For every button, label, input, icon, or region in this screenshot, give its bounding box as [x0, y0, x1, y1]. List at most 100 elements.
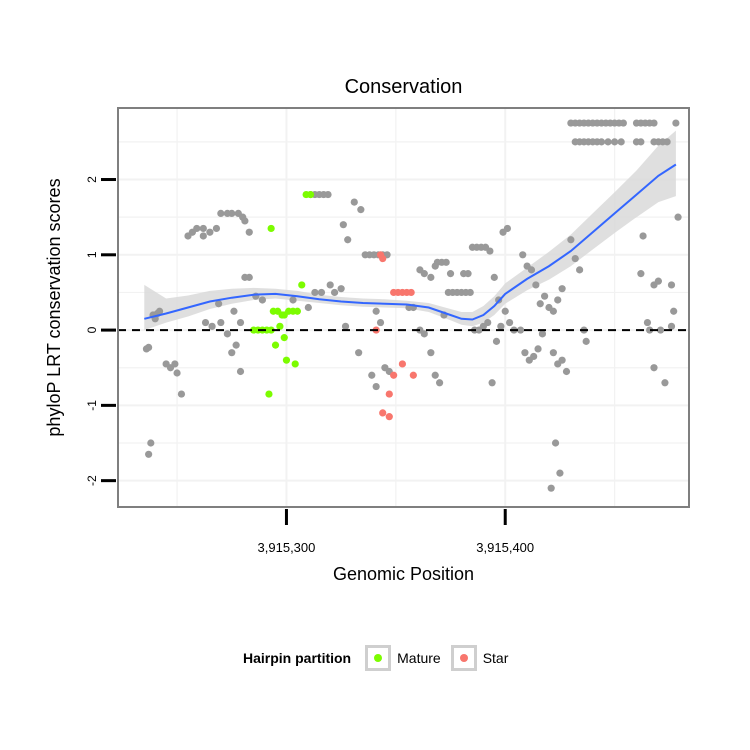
data-point-other	[567, 236, 575, 244]
data-point-other	[532, 281, 540, 289]
data-point-other	[357, 206, 365, 214]
data-point-other	[667, 281, 676, 289]
data-point-other	[486, 247, 494, 255]
data-point-other	[492, 337, 501, 345]
data-point-other	[490, 273, 498, 281]
data-point-other	[530, 352, 538, 361]
data-point-other	[604, 138, 612, 146]
data-point-other	[556, 469, 564, 477]
data-point-other	[245, 228, 253, 236]
data-point-other	[368, 371, 376, 379]
data-point-other	[236, 318, 245, 327]
data-point-other	[201, 318, 210, 327]
data-point-star	[385, 413, 393, 421]
data-point-other	[215, 300, 223, 308]
data-point-other	[420, 270, 428, 278]
data-point-mature	[306, 190, 315, 199]
x-tick-label: 3,915,300	[258, 540, 316, 555]
data-point-other	[355, 349, 363, 357]
data-point-other	[547, 484, 555, 492]
data-point-other	[228, 209, 236, 217]
data-point-other	[171, 360, 179, 368]
legend-key-star	[450, 645, 477, 671]
data-point-other	[372, 382, 380, 391]
data-point-other	[619, 119, 627, 127]
x-tick-label: 3,915,400	[476, 540, 534, 555]
data-point-other	[173, 369, 181, 377]
data-point-other	[427, 273, 435, 281]
data-point-other	[236, 367, 245, 376]
data-point-other	[435, 379, 444, 387]
data-point-other	[339, 221, 347, 229]
data-point-other	[558, 285, 566, 293]
data-point-other	[344, 236, 352, 244]
y-tick-label: -2	[85, 475, 99, 486]
data-point-other	[519, 251, 527, 259]
data-point-other	[672, 119, 680, 127]
data-point-other	[341, 322, 350, 330]
data-point-other	[337, 285, 345, 293]
data-point-other	[521, 349, 529, 357]
chart-title: Conservation	[345, 76, 463, 98]
data-point-other	[551, 439, 560, 447]
data-point-other	[646, 326, 654, 334]
data-point-other	[534, 345, 542, 353]
data-point-mature	[280, 334, 288, 342]
data-point-other	[466, 288, 474, 297]
data-point-star	[407, 288, 415, 297]
legend-title: Hairpin partition	[243, 650, 352, 666]
data-point-other	[576, 266, 584, 274]
data-point-other	[527, 266, 536, 274]
data-point-other	[541, 292, 549, 300]
data-point-other	[442, 258, 450, 266]
data-point-other	[661, 379, 669, 387]
data-point-other	[208, 322, 216, 330]
data-point-other	[431, 371, 439, 379]
y-axis-label: phyloP LRT conservation scores	[44, 178, 64, 436]
data-point-other	[427, 349, 435, 357]
data-point-other	[554, 296, 562, 304]
data-point-other	[650, 364, 658, 372]
data-point-star	[390, 371, 398, 379]
x-axis-label: Genomic Position	[333, 564, 474, 584]
data-point-other	[230, 307, 238, 315]
y-tick-label: 0	[85, 326, 99, 333]
data-point-other	[484, 318, 492, 327]
data-point-other	[558, 356, 566, 364]
data-point-star	[385, 390, 393, 398]
data-point-mature	[267, 326, 275, 334]
confidence-band	[144, 130, 676, 331]
data-point-other	[145, 450, 153, 458]
data-point-other	[617, 138, 625, 146]
data-point-other	[597, 138, 606, 146]
data-point-other	[217, 318, 225, 327]
data-point-other	[330, 288, 339, 297]
data-point-other	[506, 318, 514, 327]
data-point-star	[398, 360, 407, 368]
data-point-other	[674, 213, 682, 221]
data-point-other	[350, 198, 358, 206]
data-point-other	[536, 300, 544, 308]
data-point-star	[409, 371, 417, 379]
data-point-other	[241, 217, 249, 225]
data-point-mature	[276, 322, 284, 330]
data-point-other	[147, 439, 155, 447]
data-point-other	[670, 307, 678, 315]
data-point-other	[199, 224, 207, 233]
data-point-mature	[293, 307, 301, 315]
data-point-other	[376, 318, 385, 327]
data-point-other	[663, 138, 671, 146]
data-point-other	[582, 337, 590, 345]
data-point-other	[193, 224, 201, 233]
data-point-other	[212, 224, 221, 233]
data-point-other	[206, 228, 214, 236]
data-point-mature	[282, 356, 291, 364]
data-point-other	[177, 390, 186, 398]
data-point-other	[464, 270, 472, 278]
legend-key-mature	[365, 645, 392, 671]
y-tick-label: -1	[85, 400, 99, 411]
y-tick-label: 1	[85, 251, 99, 258]
data-point-mature	[298, 281, 306, 289]
data-point-other	[549, 307, 557, 315]
